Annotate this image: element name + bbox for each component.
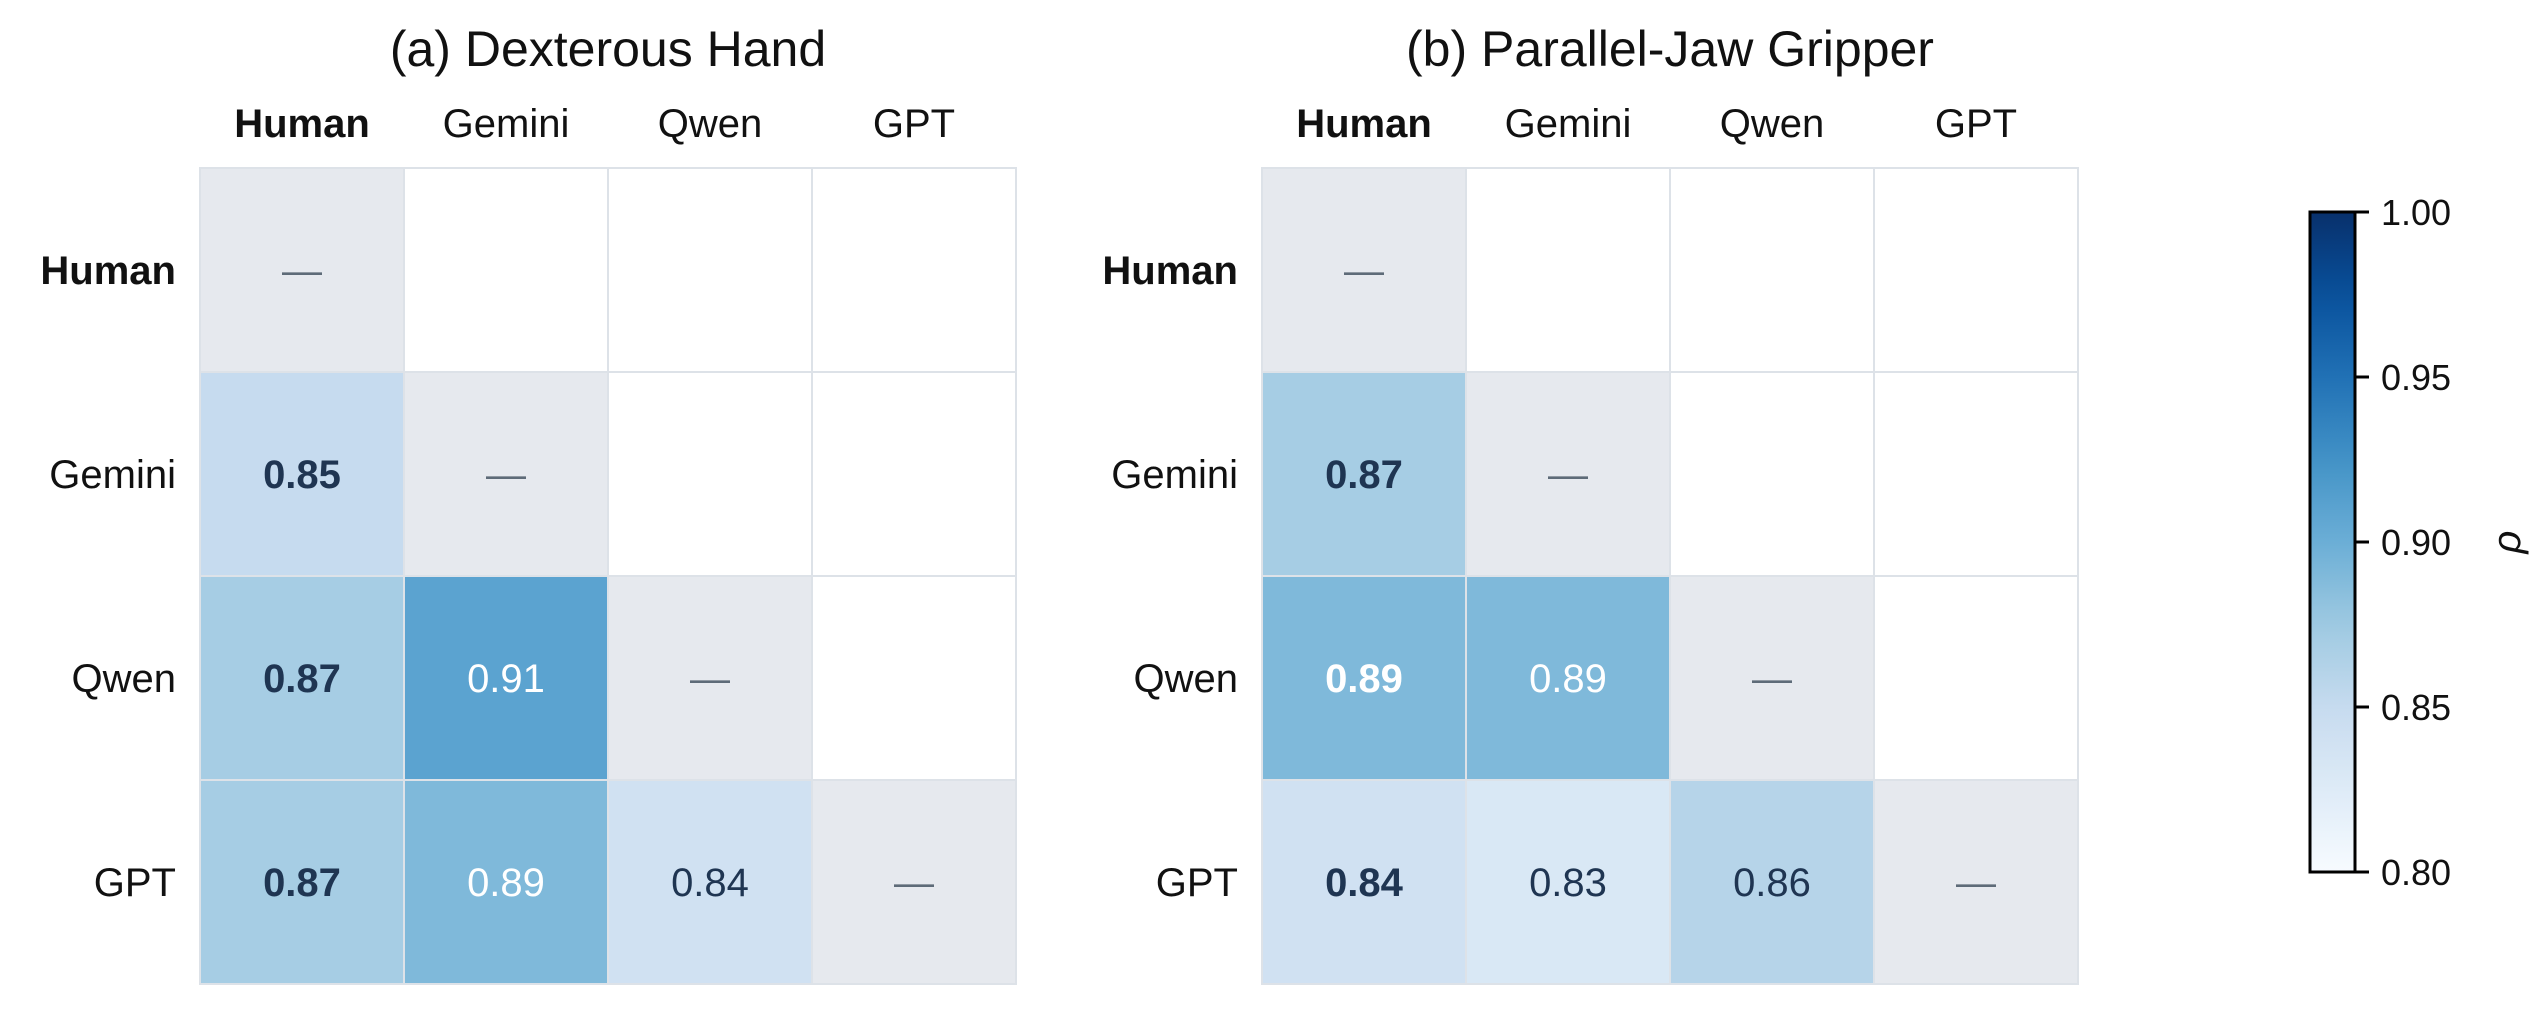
empty-cell (1873, 575, 2079, 781)
row-label-human: Human (40, 249, 176, 293)
column-label-gemini: Gemini (443, 102, 570, 146)
row-label-gemini: Gemini (1111, 453, 1238, 497)
diagonal-dash: — (1548, 453, 1588, 497)
heatmap-panel-dexterous-hand: (a) Dexterous Hand Human Gemini Qwen GPT Huma… (40, 21, 1017, 985)
empty-cell (1873, 371, 2079, 577)
row-label-gpt: GPT (94, 861, 176, 905)
row-label-human: Human (1102, 249, 1238, 293)
cell-qwen-gemini (1465, 575, 1671, 781)
cell-gpt-qwen (1669, 779, 1875, 985)
diagonal-cell (607, 575, 813, 781)
cell-value: 0.86 (1733, 861, 1811, 905)
cell-value: 0.89 (1529, 657, 1607, 701)
row-label-qwen: Qwen (72, 657, 177, 701)
empty-cell (607, 167, 813, 373)
empty-cell (811, 575, 1017, 781)
empty-cell (607, 371, 813, 577)
colorbar-tick-label: 0.80 (2381, 852, 2451, 893)
diagonal-dash: — (690, 657, 730, 701)
colorbar-gradient (2308, 210, 2357, 874)
cell-gpt-gemini (1465, 779, 1671, 985)
diagonal-dash: — (894, 861, 934, 905)
cell-value: 0.89 (1325, 657, 1403, 701)
column-label-human: Human (1296, 102, 1432, 146)
colorbar-tick-label: 0.85 (2381, 687, 2451, 728)
diagonal-cell (403, 371, 609, 577)
row-label-gpt: GPT (1156, 861, 1238, 905)
cell-value: 0.89 (467, 861, 545, 905)
column-label-gpt: GPT (1935, 102, 2017, 146)
cell-value: 0.91 (467, 657, 545, 701)
cell-qwen-human (199, 575, 405, 781)
diagonal-dash: — (1752, 657, 1792, 701)
heatmap-panel-parallel-jaw-gripper: (b) Parallel-Jaw Gripper Human Gemini Qwen G… (1102, 21, 2079, 985)
cell-qwen-gemini (403, 575, 609, 781)
cell-value: 0.87 (1325, 453, 1403, 497)
empty-cell (811, 371, 1017, 577)
empty-cell (1873, 167, 2079, 373)
panel-title: (a) Dexterous Hand (390, 21, 826, 77)
diagonal-cell (1465, 371, 1671, 577)
cell-value: 0.87 (263, 861, 341, 905)
colorbar: 1.00 0.95 0.90 0.85 0.80 ρ (2308, 192, 2529, 893)
column-label-qwen: Qwen (658, 102, 763, 146)
cell-value: 0.85 (263, 453, 341, 497)
column-label-gemini: Gemini (1505, 102, 1632, 146)
column-label-gpt: GPT (873, 102, 955, 146)
cell-gemini-human (199, 371, 405, 577)
empty-cell (403, 167, 609, 373)
diagonal-dash: — (1344, 249, 1384, 293)
row-label-gemini: Gemini (49, 453, 176, 497)
cell-value: 0.83 (1529, 861, 1607, 905)
diagonal-cell (1669, 575, 1875, 781)
empty-cell (1465, 167, 1671, 373)
diagonal-cell (1873, 779, 2079, 985)
colorbar-tick-label: 0.90 (2381, 522, 2451, 563)
empty-cell (1669, 371, 1875, 577)
diagonal-cell (811, 779, 1017, 985)
diagonal-dash: — (486, 453, 526, 497)
column-label-human: Human (234, 102, 370, 146)
cell-value: 0.87 (263, 657, 341, 701)
cell-gpt-gemini (403, 779, 609, 985)
cell-gpt-qwen (607, 779, 813, 985)
row-label-qwen: Qwen (1134, 657, 1239, 701)
column-label-qwen: Qwen (1720, 102, 1825, 146)
cell-value: 0.84 (671, 861, 749, 905)
cell-value: 0.84 (1325, 861, 1404, 905)
diagonal-cell (199, 167, 405, 373)
colorbar-label: ρ (2485, 531, 2529, 555)
empty-cell (811, 167, 1017, 373)
cell-gemini-human (1261, 371, 1467, 577)
panel-title: (b) Parallel-Jaw Gripper (1406, 21, 1934, 77)
empty-cell (1669, 167, 1875, 373)
colorbar-tick-label: 1.00 (2381, 192, 2451, 233)
cell-qwen-human (1261, 575, 1467, 781)
diagonal-dash: — (282, 249, 322, 293)
diagonal-dash: — (1956, 861, 1996, 905)
colorbar-tick-label: 0.95 (2381, 357, 2451, 398)
cell-gpt-human (1261, 779, 1467, 985)
cell-gpt-human (199, 779, 405, 985)
